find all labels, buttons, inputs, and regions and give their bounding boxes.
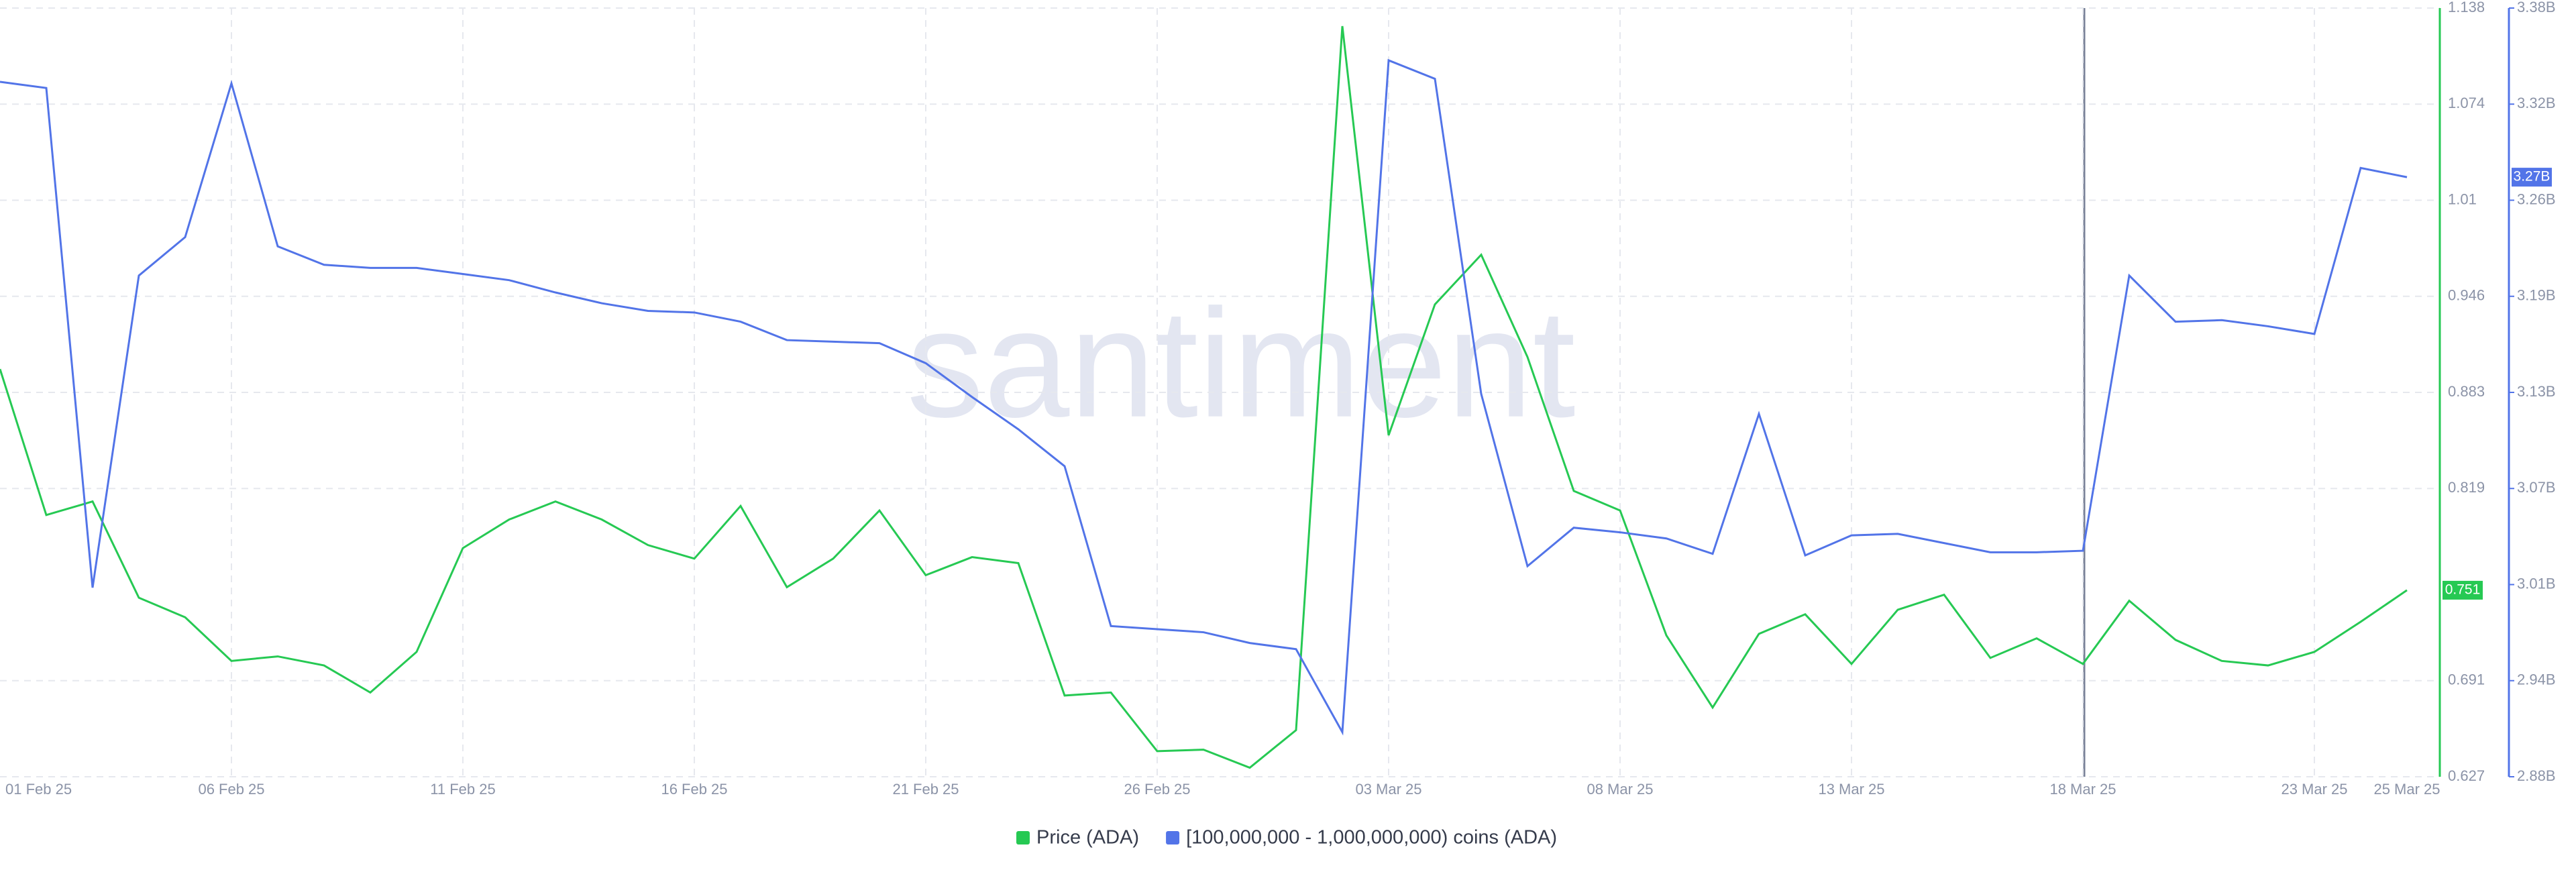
y-tick-label: 1.138 bbox=[2448, 0, 2485, 15]
y-tick-label: 1.01 bbox=[2448, 190, 2477, 207]
y-tick-label: 0.946 bbox=[2448, 287, 2485, 304]
last-value-box bbox=[2512, 168, 2552, 187]
y2-tick-label: 2.94B bbox=[2517, 671, 2556, 688]
x-tick-label: 25 Mar 25 bbox=[2373, 781, 2440, 798]
last-value-label: 0.751 bbox=[2445, 582, 2481, 597]
x-tick-label: 13 Mar 25 bbox=[1818, 781, 1884, 798]
y-tick-label: 0.691 bbox=[2448, 671, 2485, 688]
y-tick-label: 0.627 bbox=[2448, 767, 2485, 784]
y2-tick-label: 3.26B bbox=[2517, 190, 2556, 207]
y2-tick-label: 3.38B bbox=[2517, 0, 2556, 15]
x-tick-label: 18 Mar 25 bbox=[2049, 781, 2116, 798]
last-value-box bbox=[2443, 580, 2483, 600]
x-tick-label: 08 Mar 25 bbox=[1587, 781, 1653, 798]
legend-swatch bbox=[1166, 831, 1180, 844]
x-tick-label: 01 Feb 25 bbox=[5, 781, 72, 798]
legend-label: [100,000,000 - 1,000,000,000) coins (ADA… bbox=[1186, 827, 1557, 849]
legend-swatch bbox=[1016, 831, 1030, 844]
x-tick-label: 21 Feb 25 bbox=[892, 781, 959, 798]
y-tick-label: 1.074 bbox=[2448, 95, 2485, 111]
y2-tick-label: 3.07B bbox=[2517, 479, 2556, 496]
legend-label: Price (ADA) bbox=[1036, 827, 1139, 849]
series-line bbox=[0, 58, 2408, 736]
x-tick-label: 16 Feb 25 bbox=[661, 781, 727, 798]
last-value-label: 3.27B bbox=[2514, 169, 2551, 184]
y2-tick-label: 3.13B bbox=[2517, 383, 2556, 400]
series-line bbox=[0, 25, 2408, 769]
y2-tick-label: 3.01B bbox=[2517, 575, 2556, 592]
x-tick-label: 06 Feb 25 bbox=[198, 781, 264, 798]
y2-tick-label: 3.19B bbox=[2517, 287, 2556, 304]
y-tick-label: 0.883 bbox=[2448, 383, 2485, 400]
y2-tick-label: 2.88B bbox=[2517, 767, 2556, 784]
x-tick-label: 23 Mar 25 bbox=[2281, 781, 2347, 798]
x-tick-label: 03 Mar 25 bbox=[1355, 781, 1421, 798]
x-tick-label: 26 Feb 25 bbox=[1124, 781, 1190, 798]
y2-tick-label: 3.32B bbox=[2517, 95, 2556, 111]
y-tick-label: 0.819 bbox=[2448, 479, 2485, 496]
watermark: santiment bbox=[906, 277, 1575, 449]
x-tick-label: 11 Feb 25 bbox=[430, 781, 495, 798]
